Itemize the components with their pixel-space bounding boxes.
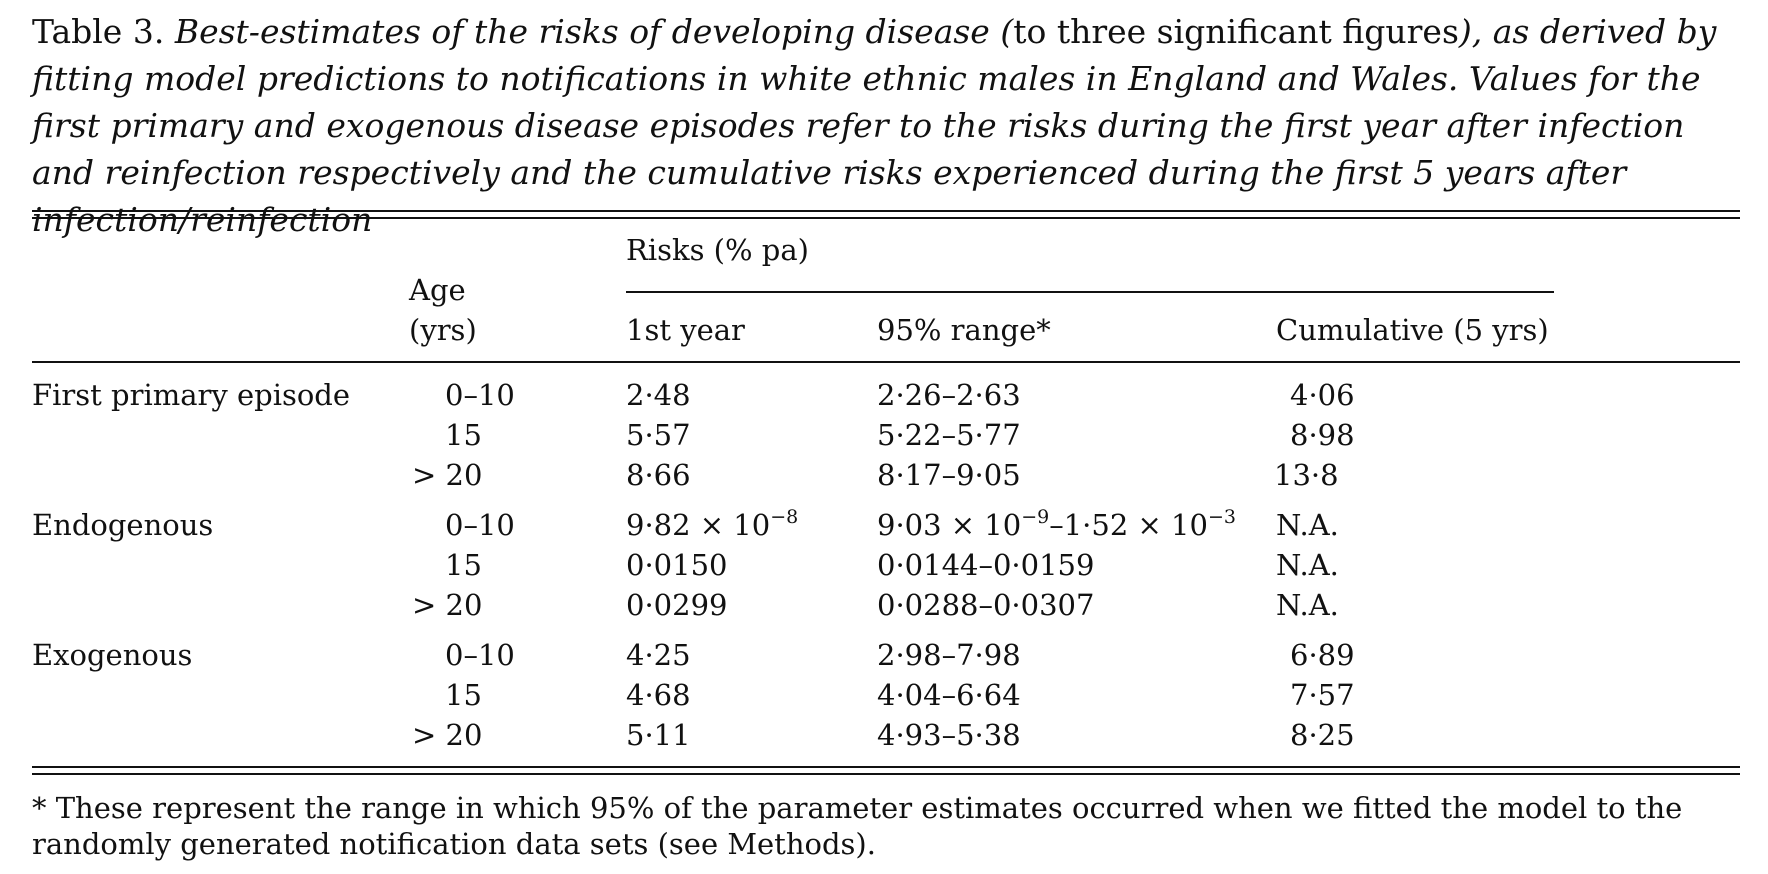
range-cell: 0·0288–0·0307 (877, 588, 1095, 622)
header-age-line2: (yrs) (409, 313, 477, 347)
range-cell: 4·04–6·64 (877, 678, 1021, 712)
age-cell: > 20 (412, 718, 483, 752)
age-cell: 15 (445, 418, 482, 452)
caption-text-part2: to three significant figures (1013, 12, 1459, 51)
range-low-exponent: −9 (1021, 506, 1050, 528)
cumulative-cell: 8·25 (1290, 718, 1355, 752)
bottom-rule-2 (32, 773, 1740, 775)
cumulative-cell: 13·8 (1274, 458, 1339, 492)
first-year-cell: 5·57 (626, 418, 691, 452)
header-risks-group: Risks (% pa) (626, 233, 809, 267)
age-cell: 0–10 (445, 508, 515, 542)
age-cell: 0–10 (445, 638, 515, 672)
cumulative-cell: N.A. (1276, 588, 1339, 622)
range-cell: 5·22–5·77 (877, 418, 1021, 452)
age-cell: > 20 (412, 588, 483, 622)
range-high-exponent: −3 (1207, 506, 1236, 528)
header-cumulative: Cumulative (5 yrs) (1276, 313, 1549, 347)
first-year-cell: 8·66 (626, 458, 691, 492)
group-label-first-primary: First primary episode (32, 378, 351, 412)
first-year-mantissa: 9·82 × 10 (626, 508, 771, 542)
range-cell: 8·17–9·05 (877, 458, 1021, 492)
top-rule-1 (32, 210, 1740, 212)
cumulative-cell: 6·89 (1290, 638, 1355, 672)
range-high-mantissa: 1·52 × 10 (1063, 508, 1208, 542)
first-year-cell: 4·25 (626, 638, 691, 672)
age-cell: 15 (445, 678, 482, 712)
cumulative-cell: N.A. (1276, 508, 1339, 542)
bottom-rule-1 (32, 766, 1740, 768)
header-first-year: 1st year (626, 313, 745, 347)
cumulative-cell: 8·98 (1290, 418, 1355, 452)
range-cell: 4·93–5·38 (877, 718, 1021, 752)
first-year-cell: 0·0150 (626, 548, 728, 582)
header-95-range: 95% range* (877, 313, 1051, 347)
header-age-line1: Age (409, 273, 466, 307)
cumulative-cell: 4·06 (1290, 378, 1355, 412)
first-year-cell: 5·11 (626, 718, 691, 752)
range-cell: 0·0144–0·0159 (877, 548, 1095, 582)
group-label-exogenous: Exogenous (32, 638, 193, 672)
age-cell: > 20 (412, 458, 483, 492)
first-year-cell: 4·68 (626, 678, 691, 712)
top-rule-2 (32, 217, 1740, 219)
first-year-cell: 9·82 × 10−8 (626, 506, 799, 543)
caption-label: Table 3. (32, 12, 165, 51)
range-low-mantissa: 9·03 × 10 (877, 508, 1022, 542)
range-separator: – (1049, 508, 1064, 542)
range-cell: 2·98–7·98 (877, 638, 1021, 672)
first-year-exponent: −8 (770, 506, 799, 528)
header-rule (32, 361, 1740, 363)
range-cell: 2·26–2·63 (877, 378, 1021, 412)
range-cell: 9·03 × 10−9–1·52 × 10−3 (877, 506, 1236, 543)
group-label-endogenous: Endogenous (32, 508, 214, 542)
caption-text-part3: ), as derived by fitting model predictio… (32, 12, 1717, 239)
risks-subrule (626, 291, 1554, 293)
cumulative-cell: 7·57 (1290, 678, 1355, 712)
table-footnote: * These represent the range in which 95%… (32, 791, 1683, 861)
table-caption: Table 3. Best-estimates of the risks of … (32, 8, 1752, 243)
first-year-cell: 0·0299 (626, 588, 728, 622)
age-cell: 15 (445, 548, 482, 582)
caption-text-part1: Best-estimates of the risks of developin… (174, 12, 1014, 51)
cumulative-cell: N.A. (1276, 548, 1339, 582)
age-cell: 0–10 (445, 378, 515, 412)
first-year-cell: 2·48 (626, 378, 691, 412)
